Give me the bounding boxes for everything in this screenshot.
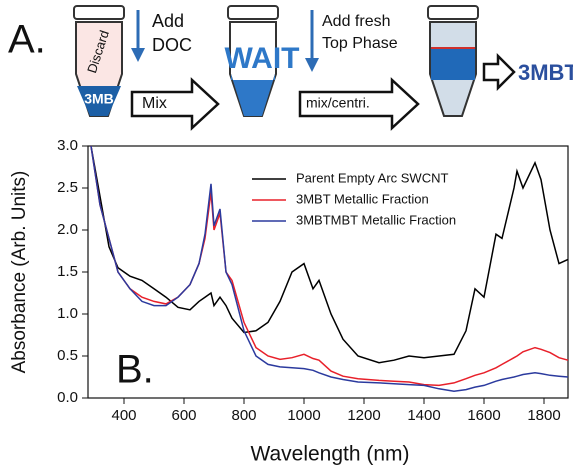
legend-label: 3MBT Metallic Fraction	[296, 191, 429, 206]
x-tick-label: 1000	[287, 407, 320, 424]
tube-3	[427, 5, 479, 117]
x-tick-label: 600	[171, 407, 196, 424]
y-tick-label: 0.0	[57, 389, 78, 406]
panel-label: B.	[116, 348, 154, 392]
tube-label: 3MB	[84, 91, 114, 107]
process-arrow	[130, 77, 220, 131]
wait-text: WAIT	[225, 42, 300, 75]
y-tick-label: 1.5	[57, 263, 78, 280]
y-tick-label: 3.0	[57, 137, 78, 154]
panel-label: A.	[8, 18, 46, 62]
process-arrow	[482, 52, 516, 92]
x-tick-label: 1400	[407, 407, 440, 424]
step-text: Add fresh	[322, 13, 390, 30]
step-text: Top Phase	[322, 35, 398, 52]
x-tick-label: 1200	[347, 407, 380, 424]
legend-label: 3MBTMBT Metallic Fraction	[296, 212, 456, 227]
arrow-text: Mix	[142, 95, 167, 112]
process-arrow	[298, 77, 420, 131]
series-line	[90, 145, 569, 364]
step-text: Add	[152, 11, 184, 31]
y-tick-label: 0.5	[57, 347, 78, 364]
tube-1	[73, 5, 125, 117]
y-axis-label: Absorbance (Arb. Units)	[9, 171, 30, 374]
x-axis-label: Wavelength (nm)	[250, 443, 409, 466]
legend-label: Parent Empty Arc SWCNT	[296, 170, 448, 185]
result-text: 3MBT	[518, 60, 573, 85]
x-tick-label: 1600	[467, 407, 500, 424]
y-tick-label: 2.5	[57, 179, 78, 196]
x-tick-label: 1800	[527, 407, 560, 424]
y-tick-label: 2.0	[57, 221, 78, 238]
series-line	[90, 145, 569, 393]
arrow-text: mix/centri.	[306, 95, 370, 111]
x-tick-label: 400	[111, 407, 136, 424]
arrow-down	[305, 10, 319, 72]
x-tick-label: 800	[231, 407, 256, 424]
arrow-down	[131, 10, 145, 62]
step-text: DOC	[152, 35, 192, 55]
y-tick-label: 1.0	[57, 305, 78, 322]
tube-2	[227, 5, 279, 117]
